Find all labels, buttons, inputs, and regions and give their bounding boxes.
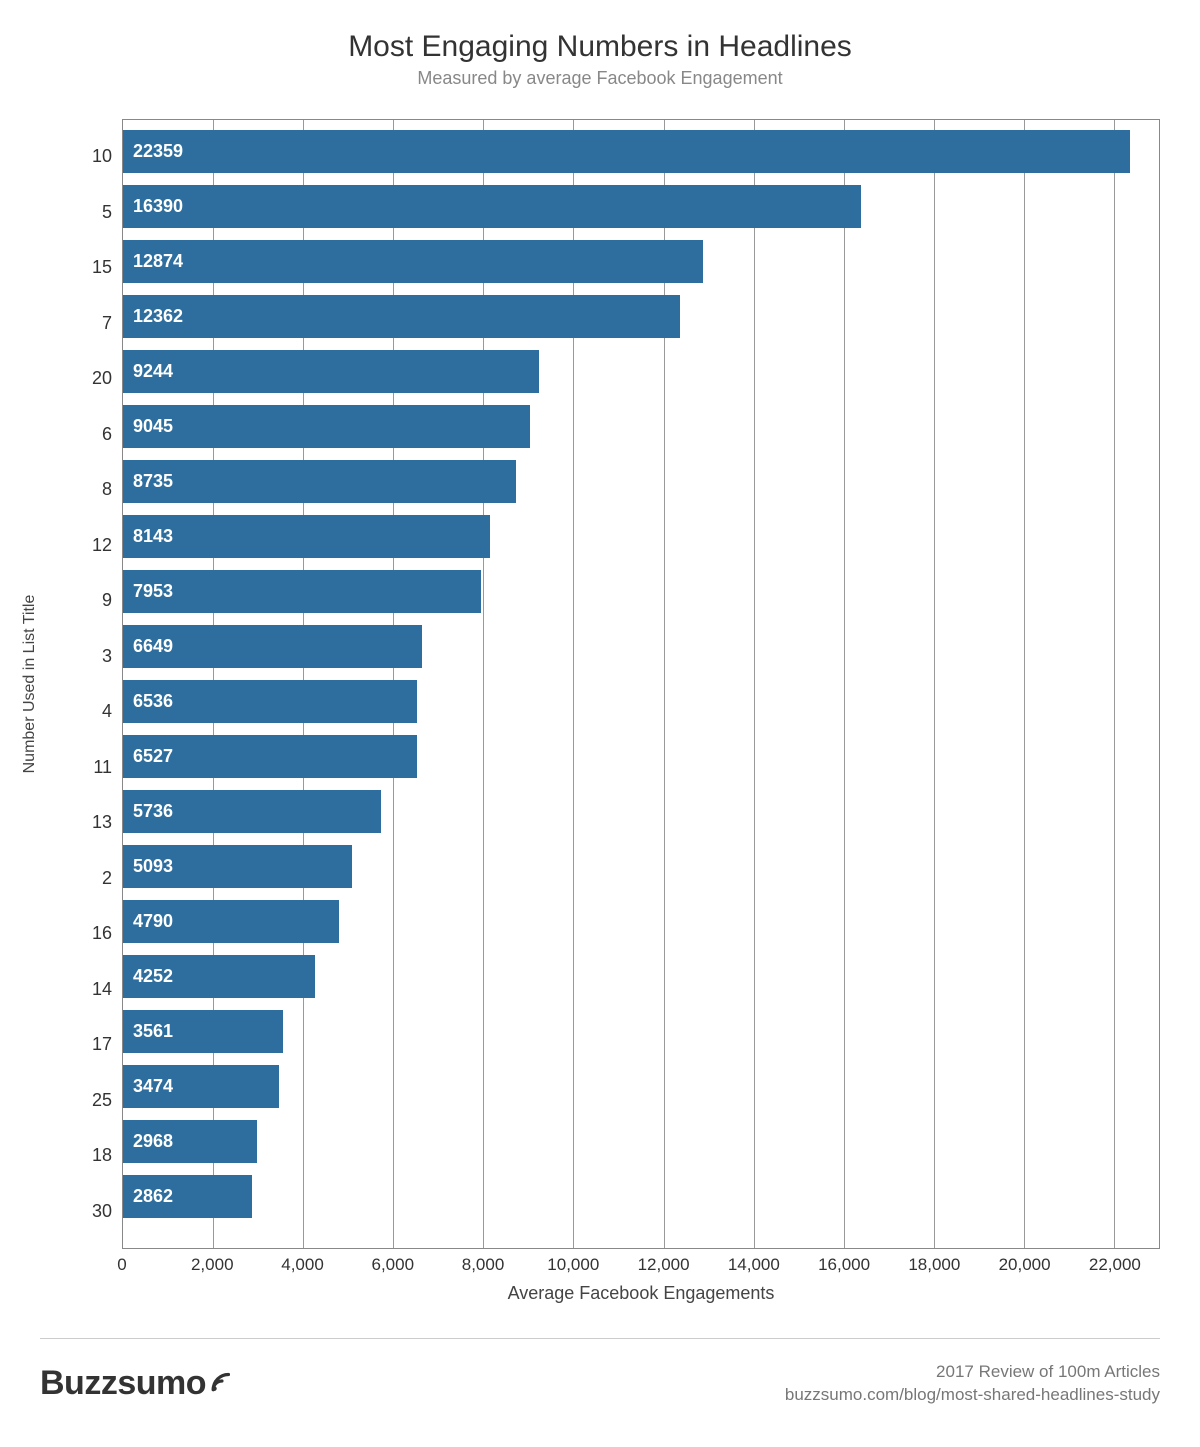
bar: 5093	[123, 845, 352, 888]
bar-row: 12362	[123, 295, 1159, 338]
footer-line-2: buzzsumo.com/blog/most-shared-headlines-…	[785, 1384, 1160, 1407]
x-tick-label: 4,000	[281, 1255, 324, 1275]
bar-row: 4790	[123, 900, 1159, 943]
bar-row: 12874	[123, 240, 1159, 283]
bar-row: 8143	[123, 515, 1159, 558]
bar: 9244	[123, 350, 539, 393]
y-tick-label: 2	[80, 851, 112, 906]
x-tick-label: 20,000	[999, 1255, 1051, 1275]
x-axis-ticks: 02,0004,0006,0008,00010,00012,00014,0001…	[122, 1249, 1160, 1279]
bar: 16390	[123, 185, 861, 228]
bar: 7953	[123, 570, 481, 613]
y-tick-label: 8	[80, 462, 112, 517]
bar-row: 3561	[123, 1010, 1159, 1053]
bars-container: 22359 16390 12874 12362 9244 9045 8735 8143 7953…	[123, 130, 1159, 1238]
bar: 6649	[123, 625, 422, 668]
y-tick-label: 20	[80, 351, 112, 406]
y-tick-label: 12	[80, 518, 112, 573]
y-tick-label: 9	[80, 573, 112, 628]
y-tick-label: 10	[80, 129, 112, 184]
bar-row: 2968	[123, 1120, 1159, 1163]
y-axis-label: Number Used in List Title	[21, 595, 39, 774]
footer-attribution: 2017 Review of 100m Articles buzzsumo.co…	[785, 1361, 1160, 1407]
bar: 8735	[123, 460, 516, 503]
footer: Buzzsumo 2017 Review of 100m Articles bu…	[40, 1338, 1160, 1407]
x-tick-label: 2,000	[191, 1255, 234, 1275]
bar-row: 4252	[123, 955, 1159, 998]
bar-row: 6527	[123, 735, 1159, 778]
x-tick-label: 16,000	[818, 1255, 870, 1275]
bar-row: 5736	[123, 790, 1159, 833]
x-tick-label: 0	[117, 1255, 126, 1275]
bar: 3561	[123, 1010, 283, 1053]
y-axis-ticks: 10515720681293411132161417251830	[80, 119, 122, 1249]
chart-header: Most Engaging Numbers in Headlines Measu…	[40, 30, 1160, 89]
bar-row: 9045	[123, 405, 1159, 448]
bar: 4252	[123, 955, 315, 998]
bar: 12874	[123, 240, 703, 283]
bar-row: 2862	[123, 1175, 1159, 1218]
chart-title: Most Engaging Numbers in Headlines	[40, 30, 1160, 64]
y-tick-label: 4	[80, 684, 112, 739]
x-tick-label: 12,000	[638, 1255, 690, 1275]
plot-area: 22359 16390 12874 12362 9244 9045 8735 8143 7953…	[122, 119, 1160, 1249]
bar: 8143	[123, 515, 490, 558]
footer-line-1: 2017 Review of 100m Articles	[785, 1361, 1160, 1384]
bar: 9045	[123, 405, 530, 448]
bar: 12362	[123, 295, 680, 338]
x-tick-label: 6,000	[372, 1255, 415, 1275]
chart-subtitle: Measured by average Facebook Engagement	[40, 68, 1160, 89]
x-tick-label: 14,000	[728, 1255, 780, 1275]
bar-row: 9244	[123, 350, 1159, 393]
wifi-icon	[210, 1364, 236, 1403]
y-tick-label: 5	[80, 185, 112, 240]
y-tick-label: 3	[80, 629, 112, 684]
y-tick-label: 17	[80, 1017, 112, 1072]
x-axis-label: Average Facebook Engagements	[122, 1283, 1160, 1304]
bar-row: 3474	[123, 1065, 1159, 1108]
y-tick-label: 14	[80, 962, 112, 1017]
chart: Number Used in List Title 10515720681293…	[40, 119, 1160, 1249]
bar-row: 8735	[123, 460, 1159, 503]
bar: 2968	[123, 1120, 257, 1163]
x-tick-label: 22,000	[1089, 1255, 1141, 1275]
bar: 6527	[123, 735, 417, 778]
bar-row: 16390	[123, 185, 1159, 228]
y-tick-label: 30	[80, 1184, 112, 1239]
bar: 4790	[123, 900, 339, 943]
bar-row: 22359	[123, 130, 1159, 173]
x-tick-label: 18,000	[908, 1255, 960, 1275]
bar-row: 5093	[123, 845, 1159, 888]
bar: 6536	[123, 680, 417, 723]
bar-row: 6649	[123, 625, 1159, 668]
brand-logo: Buzzsumo	[40, 1364, 236, 1403]
y-tick-label: 18	[80, 1128, 112, 1183]
y-tick-label: 7	[80, 296, 112, 351]
bar: 22359	[123, 130, 1130, 173]
bar: 3474	[123, 1065, 279, 1108]
bar: 2862	[123, 1175, 252, 1218]
y-tick-label: 15	[80, 240, 112, 295]
brand-text: Buzzsumo	[40, 1364, 206, 1403]
bar: 5736	[123, 790, 381, 833]
bar-row: 7953	[123, 570, 1159, 613]
y-tick-label: 6	[80, 407, 112, 462]
y-tick-label: 11	[80, 740, 112, 795]
x-tick-label: 8,000	[462, 1255, 505, 1275]
y-tick-label: 13	[80, 795, 112, 850]
x-tick-label: 10,000	[547, 1255, 599, 1275]
y-tick-label: 25	[80, 1073, 112, 1128]
bar-row: 6536	[123, 680, 1159, 723]
y-tick-label: 16	[80, 906, 112, 961]
